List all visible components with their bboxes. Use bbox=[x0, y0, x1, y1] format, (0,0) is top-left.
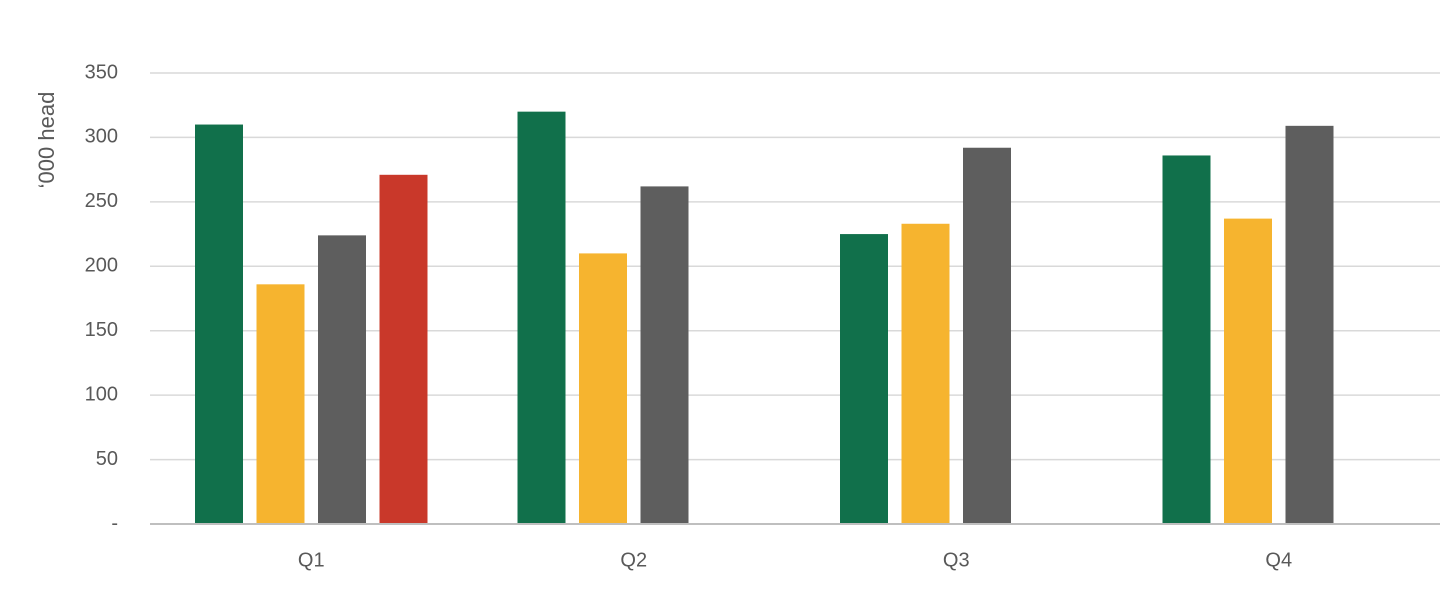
bar bbox=[256, 284, 305, 524]
x-tick-label: Q4 bbox=[1265, 549, 1292, 571]
bar bbox=[579, 253, 627, 524]
bar bbox=[640, 186, 689, 524]
bar bbox=[195, 124, 243, 525]
y-tick-label: 350 bbox=[85, 61, 118, 83]
y-axis-label: ‘000 head bbox=[34, 92, 59, 189]
x-tick-label: Q2 bbox=[620, 549, 647, 571]
bar bbox=[1162, 155, 1211, 524]
bar bbox=[901, 223, 950, 524]
bar bbox=[379, 174, 428, 524]
bar bbox=[963, 147, 1011, 525]
y-tick-label: 300 bbox=[85, 126, 118, 148]
x-tick-label: Q1 bbox=[298, 549, 325, 571]
y-tick-label: 150 bbox=[85, 319, 118, 341]
bar bbox=[840, 234, 888, 525]
bar bbox=[1224, 218, 1272, 524]
bar bbox=[1285, 125, 1334, 525]
y-tick-label: 250 bbox=[85, 190, 118, 212]
y-tick-label: - bbox=[111, 512, 118, 534]
y-tick-label: 100 bbox=[85, 383, 118, 405]
x-tick-label: Q3 bbox=[943, 549, 970, 571]
y-tick-label: 50 bbox=[96, 448, 118, 470]
bar bbox=[318, 235, 366, 525]
bar bbox=[517, 111, 566, 525]
y-tick-label: 200 bbox=[85, 255, 118, 277]
